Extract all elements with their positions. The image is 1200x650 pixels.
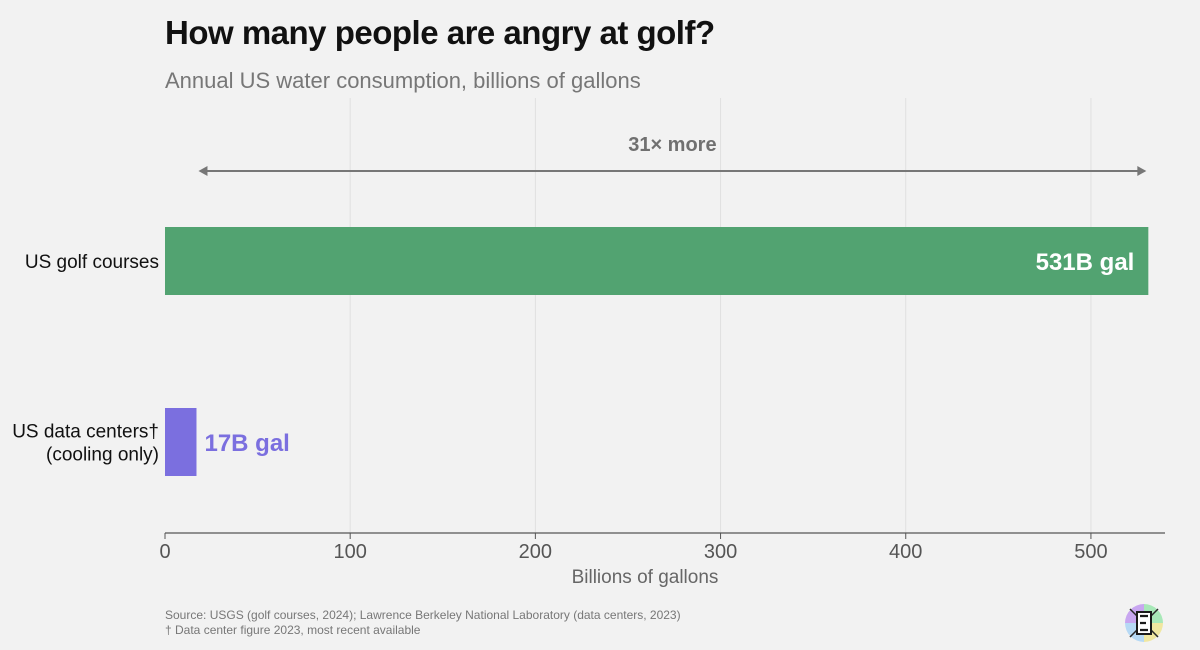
arrow-head-right: [1137, 166, 1147, 176]
x-tick-label: 0: [159, 541, 170, 563]
x-tick-label: 200: [519, 541, 552, 563]
annotation: 31× more: [198, 134, 1147, 176]
category-labels: US golf courses US data centers†(cooling …: [12, 252, 159, 466]
category-label: (cooling only): [46, 445, 159, 466]
category-label: US data centers†: [12, 422, 159, 443]
data-label: 531B gal: [1036, 249, 1135, 276]
chart-title: How many people are angry at golf?: [165, 14, 715, 51]
bars: 531B gal 17B gal: [165, 227, 1149, 476]
bar-chart: 531B gal 17B gal 31× more 0 100 200 300 400 50…: [12, 98, 1165, 588]
footnote-text: † Data center figure 2023, most recent a…: [165, 623, 421, 637]
bar: [165, 227, 1149, 295]
data-label: 17B gal: [204, 430, 289, 457]
category-label: US golf courses: [25, 252, 159, 273]
x-tick-label: 500: [1074, 541, 1107, 563]
x-axis-label: Billions of gallons: [572, 567, 719, 588]
x-axis: 0 100 200 300 400 500 Billions of gallons: [159, 532, 1165, 588]
bar: [165, 408, 197, 476]
annotation-label: 31× more: [628, 134, 716, 156]
source-notes: Source: USGS (golf courses, 2024); Lawre…: [165, 608, 681, 638]
source-text: Source: USGS (golf courses, 2024); Lawre…: [165, 608, 681, 622]
chart-subtitle: Annual US water consumption, billions of…: [165, 68, 641, 93]
epoch-logo-icon: [1125, 604, 1163, 642]
x-tick-label: 100: [333, 541, 366, 563]
x-tick-label: 400: [889, 541, 922, 563]
arrow-head-left: [198, 166, 208, 176]
x-tick-label: 300: [704, 541, 737, 563]
gridlines: [349, 98, 1092, 533]
